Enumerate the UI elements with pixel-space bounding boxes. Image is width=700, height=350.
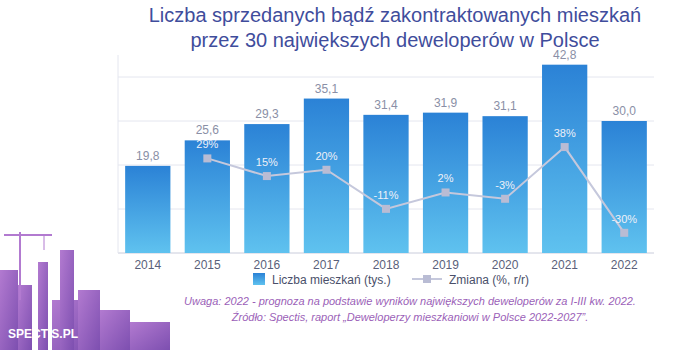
change-line xyxy=(207,147,624,233)
annotations: Uwaga: 2022 - prognoza na podstawie wyni… xyxy=(8,295,636,341)
bar-label: 19,8 xyxy=(136,149,160,163)
legend-marker xyxy=(423,275,431,283)
bar xyxy=(363,115,408,253)
data-labels: 19,8 25,6 29,3 35,1 31,4 31,9 31,1 42,8 30,0 29% 1… xyxy=(136,48,637,225)
x-tick-label: 2020 xyxy=(492,258,519,272)
change-marker xyxy=(620,229,628,237)
x-tick-label: 2018 xyxy=(373,258,400,272)
bar-label: 35,1 xyxy=(315,82,339,96)
bar xyxy=(304,99,349,253)
bar-label: 30,0 xyxy=(613,104,637,118)
logo-graphic xyxy=(0,232,170,350)
bar xyxy=(185,140,230,253)
city-block xyxy=(100,310,130,350)
x-tick-label: 2019 xyxy=(432,258,459,272)
bar xyxy=(602,121,647,253)
change-marker xyxy=(322,166,330,174)
legend: Liczba mieszkań (tys.) Zmiana (%, r/r) xyxy=(253,273,529,287)
y-axis-line xyxy=(118,55,119,253)
bar-label: 42,8 xyxy=(553,48,577,62)
change-label: 29% xyxy=(196,138,218,150)
chart-title: przez 30 największych deweloperów w Pols… xyxy=(190,29,599,51)
change-label: -3% xyxy=(495,179,515,191)
change-label: 2% xyxy=(438,172,454,184)
change-marker xyxy=(263,172,271,180)
bar-label: 31,1 xyxy=(493,99,517,113)
legend-label: Liczba mieszkań (tys.) xyxy=(272,273,391,287)
bar-label: 31,4 xyxy=(374,98,398,112)
note: Uwaga: 2022 - prognoza na podstawie wyni… xyxy=(184,295,636,307)
city-block xyxy=(130,322,170,350)
crane-hook xyxy=(44,235,45,250)
x-tick-label: 2014 xyxy=(134,258,161,272)
bar xyxy=(244,124,289,253)
bar xyxy=(423,113,468,253)
change-marker xyxy=(501,195,509,203)
bar-label: 29,3 xyxy=(255,107,279,121)
change-marker xyxy=(561,143,569,151)
legend-swatch xyxy=(253,273,265,285)
x-tick-label: 2021 xyxy=(551,258,578,272)
plot-area xyxy=(125,65,647,253)
city-block xyxy=(78,290,100,350)
x-tick-label: 2017 xyxy=(313,258,340,272)
x-tick-label: 2022 xyxy=(611,258,638,272)
change-marker xyxy=(203,154,211,162)
bar-label: 31,9 xyxy=(434,96,458,110)
chart-root: Liczba sprzedanych bądź zakontraktowanyc… xyxy=(0,0,700,350)
change-label: -30% xyxy=(611,213,637,225)
change-marker xyxy=(382,205,390,213)
bar xyxy=(125,166,170,253)
change-label: 20% xyxy=(315,150,337,162)
legend-label: Zmiana (%, r/r) xyxy=(449,273,529,287)
grid xyxy=(118,55,654,253)
source: Źródło: Spectis, raport „Deweloperzy mie… xyxy=(231,311,588,323)
bar-label: 25,6 xyxy=(196,123,220,137)
change-label: -11% xyxy=(374,189,399,201)
crane-mast xyxy=(19,232,21,300)
crane-jib xyxy=(4,234,52,236)
change-label: 38% xyxy=(554,127,576,139)
chart-svg: Liczba sprzedanych bądź zakontraktowanyc… xyxy=(0,0,700,350)
chart-title: Liczba sprzedanych bądź zakontraktowanyc… xyxy=(149,4,641,26)
bar xyxy=(542,65,587,253)
x-tick-label: 2016 xyxy=(254,258,281,272)
x-axis: 2014 2015 2016 2017 2018 2019 2020 2021 2022 xyxy=(134,258,637,272)
logo-text: SPECTIS.PL xyxy=(8,327,78,341)
change-marker xyxy=(442,188,450,196)
x-tick-label: 2015 xyxy=(194,258,221,272)
change-label: 15% xyxy=(256,156,278,168)
